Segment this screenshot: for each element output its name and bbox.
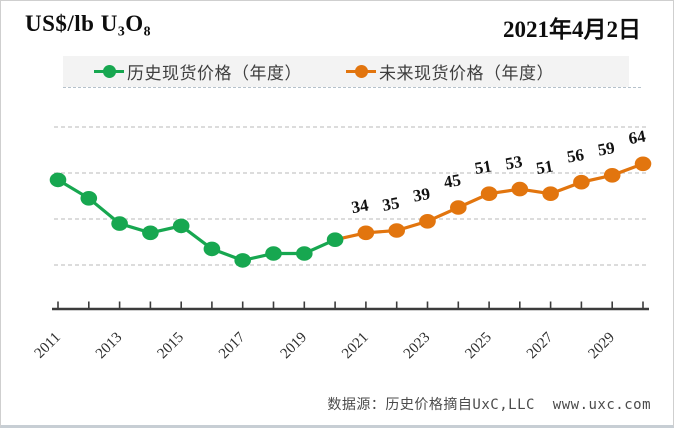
future-point-label: 35 [381, 193, 401, 215]
x-axis-tick-label: 2019 [278, 330, 311, 363]
x-axis-tick-label: 2025 [462, 330, 495, 363]
historical-point [142, 225, 159, 241]
future-point-label: 56 [565, 145, 585, 167]
historical-point [172, 218, 190, 234]
future-point [480, 186, 498, 201]
future-point [634, 156, 652, 172]
legend-item-historical: 历史现货价格（年度） [94, 59, 302, 84]
future-point [450, 200, 467, 215]
future-point [511, 181, 529, 197]
historical-point [326, 232, 344, 247]
historical-series-marker-icon [94, 65, 124, 78]
x-axis-tick-label: 2011 [32, 330, 64, 362]
legend-item-future: 未来现货价格（年度） [346, 59, 554, 84]
future-point-label: 34 [350, 195, 371, 217]
x-axis-tick-label: 2013 [93, 330, 126, 363]
future-point-label: 51 [473, 156, 493, 178]
historical-series-line [57, 178, 336, 263]
x-axis-tick-label: 2023 [401, 330, 434, 363]
report-date: 2021年4月2日 [503, 17, 641, 42]
future-point-label: 39 [412, 184, 432, 206]
future-point-label: 51 [535, 156, 555, 178]
x-axis-tick-label: 2015 [155, 330, 188, 363]
future-point [388, 223, 406, 238]
future-point [603, 168, 621, 183]
future-point [419, 214, 436, 229]
legend-divider [63, 87, 641, 88]
future-series-marker-icon [346, 65, 376, 78]
historical-point [203, 241, 221, 257]
historical-point [49, 172, 67, 188]
future-point-label: 59 [596, 138, 616, 160]
future-dot-icon [354, 65, 368, 78]
future-point-label: 53 [504, 152, 524, 174]
data-source-note: 数据源：历史价格摘自UxC,LLC www.uxc.com [327, 397, 651, 413]
future-point-label: 45 [442, 170, 462, 192]
legend-label-future: 未来现货价格（年度） [379, 64, 554, 83]
future-point [542, 186, 559, 201]
x-axis-tick-label: 2027 [524, 329, 557, 362]
x-axis-tick-label: 2029 [586, 330, 619, 363]
future-point-label: 64 [627, 126, 648, 148]
historical-point [265, 246, 282, 261]
historical-point [80, 191, 98, 206]
legend-label-historical: 历史现货价格（年度） [127, 64, 302, 83]
historical-point [296, 246, 313, 261]
historical-point [111, 216, 128, 231]
future-point [573, 174, 590, 190]
legend: 历史现货价格（年度） 未来现货价格（年度） [63, 56, 554, 87]
historical-dot-icon [102, 65, 116, 78]
historical-point [234, 253, 251, 268]
x-axis-tick-label: 2021 [339, 330, 372, 363]
y-axis-unit-title: US$/lb U₃O₈ [25, 11, 152, 36]
future-point [357, 225, 375, 241]
x-axis-tick-label: 2017 [216, 329, 249, 362]
